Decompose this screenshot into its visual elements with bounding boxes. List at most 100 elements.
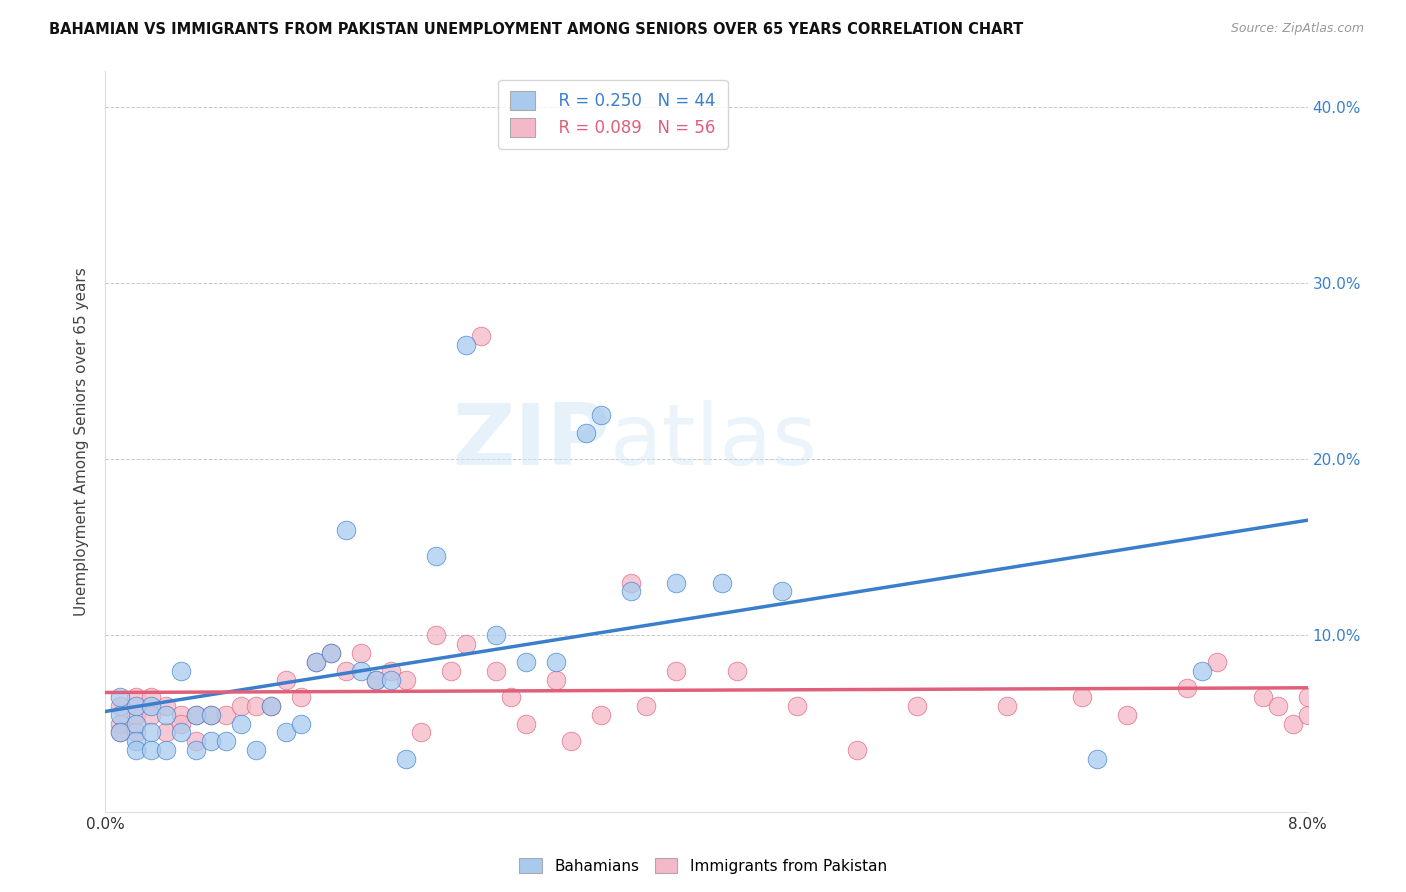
Text: Source: ZipAtlas.com: Source: ZipAtlas.com [1230, 22, 1364, 36]
Point [139, 743, 162, 757]
Point [515, 716, 537, 731]
Point [169, 707, 191, 722]
Point [409, 725, 432, 739]
Point [155, 707, 177, 722]
Point [1281, 716, 1303, 731]
Point [1296, 707, 1319, 722]
Point [169, 725, 191, 739]
Point [380, 673, 402, 687]
Point [110, 690, 132, 705]
Point [169, 664, 191, 678]
Point [214, 707, 236, 722]
Point [786, 698, 808, 713]
Text: ZIP: ZIP [453, 400, 610, 483]
Point [200, 707, 222, 722]
Point [636, 698, 658, 713]
Point [155, 698, 177, 713]
Point [1251, 690, 1274, 705]
Point [260, 698, 283, 713]
Point [229, 716, 252, 731]
Point [725, 664, 748, 678]
Point [305, 655, 328, 669]
Point [1206, 655, 1229, 669]
Point [395, 673, 418, 687]
Point [1085, 752, 1108, 766]
Legend: Bahamians, Immigrants from Pakistan: Bahamians, Immigrants from Pakistan [513, 852, 893, 880]
Point [1296, 690, 1319, 705]
Point [845, 743, 868, 757]
Point [440, 664, 463, 678]
Point [110, 707, 132, 722]
Point [110, 725, 132, 739]
Point [290, 690, 312, 705]
Point [319, 646, 342, 660]
Legend:   R = 0.250   N = 44,   R = 0.089   N = 56: R = 0.250 N = 44, R = 0.089 N = 56 [499, 79, 728, 149]
Point [200, 707, 222, 722]
Text: atlas: atlas [610, 400, 818, 483]
Point [229, 698, 252, 713]
Point [139, 707, 162, 722]
Point [995, 698, 1018, 713]
Point [1071, 690, 1094, 705]
Point [350, 646, 373, 660]
Point [274, 725, 297, 739]
Point [546, 673, 568, 687]
Point [1191, 664, 1213, 678]
Point [184, 743, 207, 757]
Point [546, 655, 568, 669]
Point [591, 408, 613, 422]
Point [485, 664, 508, 678]
Point [124, 734, 146, 748]
Point [710, 575, 733, 590]
Point [245, 698, 267, 713]
Point [1175, 681, 1198, 696]
Point [665, 575, 688, 590]
Point [200, 734, 222, 748]
Point [124, 707, 146, 722]
Point [290, 716, 312, 731]
Point [155, 725, 177, 739]
Point [169, 716, 191, 731]
Point [305, 655, 328, 669]
Point [350, 664, 373, 678]
Point [139, 698, 162, 713]
Point [425, 549, 447, 563]
Point [319, 646, 342, 660]
Point [425, 628, 447, 642]
Point [364, 673, 387, 687]
Point [124, 698, 146, 713]
Point [139, 690, 162, 705]
Point [620, 575, 643, 590]
Point [770, 584, 793, 599]
Point [620, 584, 643, 599]
Point [274, 673, 297, 687]
Point [110, 698, 132, 713]
Point [665, 664, 688, 678]
Point [335, 664, 357, 678]
Point [485, 628, 508, 642]
Text: BAHAMIAN VS IMMIGRANTS FROM PAKISTAN UNEMPLOYMENT AMONG SENIORS OVER 65 YEARS CO: BAHAMIAN VS IMMIGRANTS FROM PAKISTAN UNE… [49, 22, 1024, 37]
Point [245, 743, 267, 757]
Y-axis label: Unemployment Among Seniors over 65 years: Unemployment Among Seniors over 65 years [75, 268, 90, 615]
Point [575, 425, 598, 440]
Point [214, 734, 236, 748]
Point [124, 725, 146, 739]
Point [591, 707, 613, 722]
Point [395, 752, 418, 766]
Point [139, 725, 162, 739]
Point [454, 337, 477, 351]
Point [364, 673, 387, 687]
Point [501, 690, 523, 705]
Point [124, 716, 146, 731]
Point [124, 743, 146, 757]
Point [124, 690, 146, 705]
Point [1267, 698, 1289, 713]
Point [110, 716, 132, 731]
Point [380, 664, 402, 678]
Point [184, 707, 207, 722]
Point [560, 734, 582, 748]
Point [905, 698, 928, 713]
Point [335, 523, 357, 537]
Point [260, 698, 283, 713]
Point [470, 328, 492, 343]
